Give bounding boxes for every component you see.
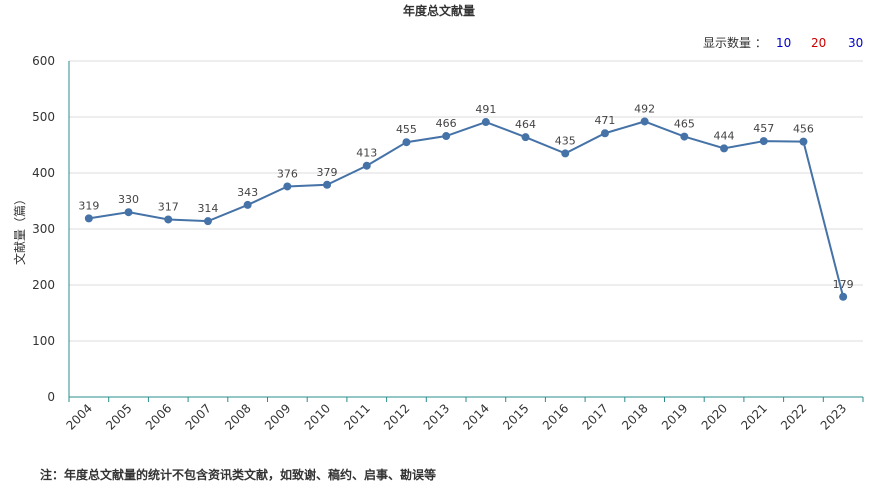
data-label: 319 (78, 199, 99, 212)
data-label: 314 (197, 202, 218, 215)
x-tick-label: 2006 (143, 401, 174, 432)
data-point[interactable] (243, 200, 252, 209)
data-point[interactable] (521, 133, 530, 142)
data-label: 379 (317, 166, 338, 179)
data-point[interactable] (283, 182, 292, 191)
data-label: 376 (277, 167, 298, 180)
data-label: 455 (396, 123, 417, 136)
grid-lines (69, 60, 863, 342)
x-tick-label: 2010 (302, 401, 333, 432)
series-line-path (88, 120, 845, 298)
data-point[interactable] (203, 217, 212, 226)
data-points (84, 117, 848, 301)
data-label: 466 (436, 117, 457, 130)
x-tick-label: 2016 (540, 401, 571, 432)
y-tick-label: 400 (32, 166, 55, 180)
data-label: 465 (674, 118, 695, 131)
x-tick-label: 2015 (500, 401, 531, 432)
data-label: 444 (714, 129, 735, 142)
x-tick-label: 2018 (619, 401, 650, 432)
data-labels: 319 330 317 314 343 376 379 413 455 466 491 464 435 4… (78, 102, 853, 290)
x-tick-labels: 2004 2005 2006 2007 2008 2009 2010 2011 2012 2013… (63, 397, 864, 433)
display-count-label: 显示数量 ： (703, 35, 767, 50)
data-point[interactable] (600, 129, 609, 138)
x-tick-label: 2008 (222, 401, 253, 432)
y-tick-label: 200 (32, 278, 55, 292)
display-count-30[interactable]: 30 (848, 36, 863, 50)
x-tick-label: 2012 (381, 401, 412, 432)
display-count-control: 显示数量 ： 10 20 30 (703, 35, 863, 50)
data-label: 491 (475, 103, 496, 116)
data-point[interactable] (839, 292, 848, 301)
x-tick-label: 2022 (778, 401, 809, 432)
x-tick-label: 2020 (699, 401, 730, 432)
data-label: 456 (793, 123, 814, 136)
x-tick-label: 2011 (341, 401, 372, 432)
data-point[interactable] (164, 215, 173, 224)
x-tick-label: 2013 (421, 401, 452, 432)
data-point[interactable] (680, 132, 689, 141)
data-label: 343 (237, 186, 258, 199)
x-tick-label: 2019 (659, 401, 690, 432)
data-point[interactable] (124, 208, 133, 217)
data-point[interactable] (323, 180, 332, 189)
data-point[interactable] (799, 137, 808, 146)
chart-title: 年度总文献量 (403, 3, 475, 18)
data-label: 435 (555, 134, 576, 147)
data-point[interactable] (84, 214, 93, 223)
data-label: 457 (753, 122, 774, 135)
y-tick-label: 500 (32, 110, 55, 124)
y-tick-label: 600 (32, 54, 55, 68)
x-tick-label: 2017 (580, 401, 611, 432)
data-point[interactable] (561, 149, 570, 158)
display-count-10[interactable]: 10 (776, 36, 791, 50)
data-point[interactable] (759, 137, 768, 146)
y-axis-label: 文献量（篇） (12, 193, 27, 265)
data-point[interactable] (442, 132, 451, 141)
data-label: 317 (158, 200, 179, 213)
data-point[interactable] (640, 117, 649, 126)
data-label: 179 (833, 278, 854, 291)
x-tick-label: 2021 (738, 401, 769, 432)
data-label: 413 (356, 147, 377, 160)
x-tick-label: 2009 (262, 401, 293, 432)
data-label: 464 (515, 118, 536, 131)
series-line (88, 120, 845, 298)
data-point[interactable] (720, 144, 729, 153)
data-point[interactable] (362, 161, 371, 170)
display-count-20[interactable]: 20 (811, 36, 826, 50)
x-tick-label: 2007 (183, 401, 214, 432)
y-tick-labels: 0 100 200 300 400 500 600 (32, 54, 55, 404)
data-point[interactable] (481, 118, 490, 127)
x-tick-label: 2014 (460, 401, 491, 432)
data-label: 492 (634, 102, 655, 115)
x-tick-label: 2023 (818, 401, 849, 432)
y-tick-label: 0 (47, 390, 55, 404)
data-point[interactable] (402, 138, 411, 147)
y-tick-label: 300 (32, 222, 55, 236)
y-tick-label: 100 (32, 334, 55, 348)
data-label: 330 (118, 193, 139, 206)
data-label: 471 (594, 114, 615, 127)
x-tick-label: 2005 (103, 401, 134, 432)
footnote: 注：年度总文献量的统计不包含资讯类文献，如致谢、稿约、启事、勘误等 (40, 468, 437, 482)
x-tick-label: 2004 (63, 401, 94, 432)
